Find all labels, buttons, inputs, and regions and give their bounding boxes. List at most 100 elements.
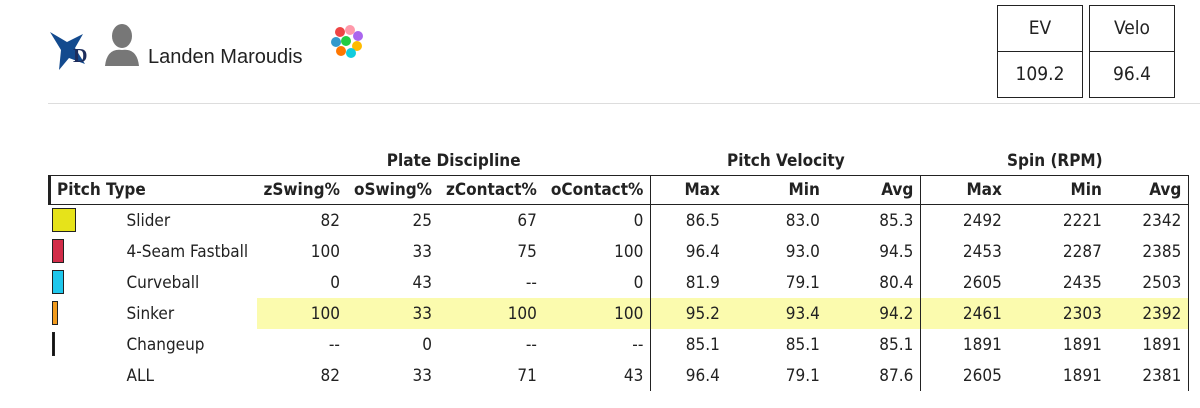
table-cell: 83.0	[785, 210, 820, 231]
player-name: Landen Maroudis	[148, 46, 303, 68]
pitch-swatch	[51, 239, 64, 263]
table-cell: 1891	[1108, 329, 1190, 360]
table-cell: 2381	[1108, 360, 1190, 391]
stat-label: Velo	[1114, 17, 1150, 39]
table-cell: 0	[422, 334, 433, 355]
pitch-name: Sinker	[126, 304, 175, 324]
table-cell: 0	[633, 272, 644, 293]
pitch-name: Curveball	[126, 273, 200, 293]
table-cell: 0	[330, 272, 340, 293]
pitch-swatch	[51, 301, 58, 325]
table-cell: 33	[346, 298, 440, 329]
table-cell: 75	[517, 241, 537, 262]
table-cell: 100	[614, 241, 644, 262]
column-header: zContact%	[439, 175, 544, 205]
column-header: Avg	[1108, 175, 1190, 205]
table-cell: 2435	[1062, 272, 1102, 293]
table-cell: 85.3	[879, 210, 914, 231]
table-cell: 2342	[1108, 204, 1190, 236]
table-cell: 43	[623, 365, 644, 386]
group-header: Plate Discipline	[386, 151, 521, 171]
pitch-cell: Sinker	[50, 298, 257, 329]
table-cell: 94.5	[879, 241, 914, 262]
table-row: Changeup -- 0 -- -- 85.1 85.1 85.1 1891 1891 1891	[50, 329, 1190, 360]
column-header: Avg	[826, 175, 921, 205]
table-row: 4-Seam Fastball 100 33 75 100 96.4 93.0 94.5 245…	[50, 236, 1190, 267]
table-cell: --	[525, 334, 537, 355]
pitch-table: Plate Discipline Pitch Velocity Spin (RP…	[48, 135, 1190, 391]
table-cell: 2392	[1108, 298, 1190, 329]
pitch-cell: Curveball	[50, 267, 257, 298]
table-cell: 2605	[920, 267, 1009, 298]
player-silhouette	[112, 24, 132, 48]
column-header: Max	[650, 175, 727, 205]
table-cell: 79.1	[785, 365, 820, 386]
table-cell: 0	[633, 210, 644, 231]
table-cell: 79.1	[785, 272, 820, 293]
table-cell: 87.6	[879, 365, 914, 386]
table-cell: 2303	[1008, 298, 1109, 329]
table-cell: 33	[412, 241, 433, 262]
stat-label: EV	[1028, 17, 1052, 39]
pitch-swatch	[51, 332, 55, 356]
pitch-swatch	[51, 208, 76, 232]
team-logo	[50, 32, 85, 70]
pitch-swatch	[51, 270, 64, 294]
table-cell: 2221	[1062, 210, 1102, 231]
table-cell: 71	[517, 365, 537, 386]
table-cell: 96.4	[650, 236, 727, 267]
table-cell: 100	[310, 241, 340, 262]
table-row: Curveball 0 43 -- 0 81.9 79.1 80.4 2605 2435 2503	[50, 267, 1190, 298]
pitch-name: Changeup	[126, 335, 205, 355]
table-cell: 1891	[920, 329, 1009, 360]
group-header: Pitch Velocity	[727, 151, 845, 171]
table-row: Sinker 100 33 100 100 95.2 93.4 94.2 2461 2303 239…	[50, 298, 1190, 329]
table-cell: 85.1	[785, 334, 820, 355]
table-cell: 43	[412, 272, 433, 293]
column-header: Min	[1008, 175, 1109, 205]
column-header: Pitch Type	[48, 175, 257, 205]
table-cell: 86.5	[650, 204, 727, 236]
table-cell: 2461	[920, 298, 1009, 329]
table-cell: 82	[320, 365, 340, 386]
table-cell: --	[525, 272, 537, 293]
table-cell: 100	[543, 298, 651, 329]
divider	[48, 103, 1200, 104]
table-cell: 1891	[1062, 334, 1102, 355]
stat-value: 109.2	[998, 51, 1082, 97]
pitch-name: Slider	[126, 211, 171, 231]
table-cell: 2492	[920, 204, 1009, 236]
stat-box: EV 109.2	[997, 5, 1083, 98]
table-cell: 2503	[1108, 267, 1190, 298]
pitch-name: 4-Seam Fastball	[126, 242, 249, 262]
pitch-cell: Slider	[50, 205, 257, 237]
table-row: ALL 82 33 71 43 96.4 79.1 87.6 2605 1891 2381	[50, 360, 1190, 391]
table-row: Slider 82 25 67 0 86.5 83.0 85.3 2492 2221 2342	[50, 204, 1190, 237]
table-cell: 1891	[1062, 365, 1102, 386]
pitch-cell: Changeup	[50, 329, 257, 360]
table-cell: 2385	[1108, 236, 1190, 267]
table-cell: 93.4	[726, 298, 827, 329]
pitch-mix-icon	[331, 25, 363, 58]
column-header: zSwing%	[256, 175, 347, 205]
table-cell: 93.0	[785, 241, 820, 262]
column-header: Max	[920, 175, 1009, 205]
table-cell: 85.1	[879, 334, 914, 355]
table-cell: 2287	[1062, 241, 1102, 262]
table-cell: 96.4	[650, 360, 727, 391]
table-cell: 25	[412, 210, 433, 231]
pitch-cell: 4-Seam Fastball	[50, 236, 257, 267]
table-cell: --	[328, 334, 340, 355]
table-cell: 2453	[920, 236, 1009, 267]
table-cell: 85.1	[650, 329, 727, 360]
column-header: oContact%	[543, 175, 651, 205]
stat-box: Velo 96.4	[1089, 5, 1175, 98]
table-cell: 2605	[920, 360, 1009, 391]
table-cell: 94.2	[826, 298, 921, 329]
table-cell: 80.4	[879, 272, 914, 293]
pitch-name: ALL	[126, 366, 155, 386]
table-cell: 100	[256, 298, 347, 329]
table-cell: 95.2	[650, 298, 727, 329]
table-cell: 67	[517, 210, 537, 231]
